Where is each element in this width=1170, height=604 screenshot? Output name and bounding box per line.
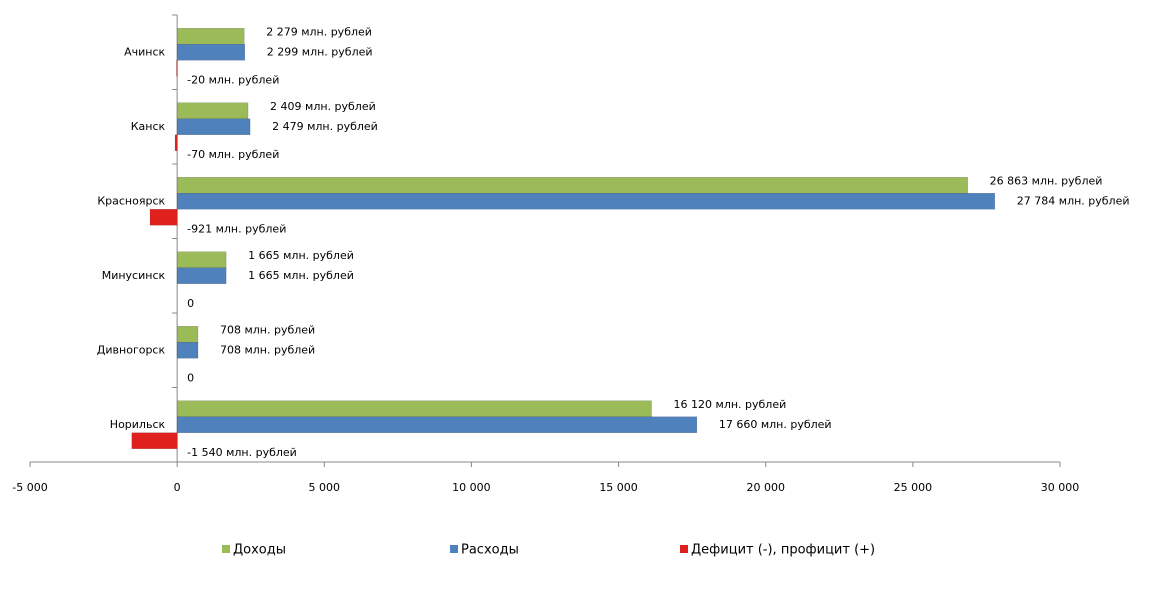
data-label: 26 863 млн. рублей [990,174,1103,187]
data-label: 0 [187,297,194,310]
data-label: 708 млн. рублей [220,323,315,336]
data-label: 2 409 млн. рублей [270,100,376,113]
bar [176,193,996,210]
data-label: 708 млн. рублей [220,343,315,356]
legend-label: Доходы [233,543,286,558]
bar [176,342,199,359]
data-label: 2 279 млн. рублей [266,25,372,38]
bar [174,134,178,151]
legend-swatch [450,545,458,553]
bar [149,209,178,226]
data-label: 27 784 млн. рублей [1017,194,1130,207]
x-tick-label: 20 000 [746,481,785,494]
y-tick-label: Дивногорск [97,343,166,356]
data-label: 2 479 млн. рублей [272,120,378,133]
bar [176,177,968,194]
data-label: -20 млн. рублей [187,73,279,86]
x-tick-label: 0 [174,481,181,494]
legend-swatch [222,545,230,553]
data-label: -70 млн. рублей [187,148,279,161]
y-tick-label: Канск [131,120,166,133]
y-tick-label: Красноярск [97,194,165,207]
bar [176,102,249,119]
data-label: 17 660 млн. рублей [719,418,832,431]
y-tick-label: Минусинск [102,269,166,282]
bar [176,416,698,433]
y-tick-label: Ачинск [124,45,165,58]
data-label: 1 665 млн. рублей [248,249,354,262]
data-label: 16 120 млн. рублей [674,398,787,411]
bar [176,44,246,61]
x-tick-label: 10 000 [452,481,491,494]
bar [176,28,245,45]
bar [176,251,227,268]
bar [176,400,652,417]
x-tick-label: 15 000 [599,481,638,494]
bar [131,432,178,449]
x-tick-label: 30 000 [1041,481,1080,494]
x-tick-label: 5 000 [309,481,341,494]
x-tick-label: -5 000 [12,481,47,494]
bar [176,267,227,284]
data-label: 0 [187,371,194,384]
bar [176,118,251,135]
bar [176,60,178,77]
data-label: -921 млн. рублей [187,222,286,235]
bar [176,326,199,343]
y-tick-label: Норильск [110,418,166,431]
data-label: 1 665 млн. рублей [248,269,354,282]
x-tick-label: 25 000 [894,481,933,494]
data-label: 2 299 млн. рублей [267,45,373,58]
legend-label: Дефицит (-), профицит (+) [691,543,875,558]
legend-label: Расходы [461,543,519,558]
legend-swatch [680,545,688,553]
data-label: -1 540 млн. рублей [187,446,297,459]
